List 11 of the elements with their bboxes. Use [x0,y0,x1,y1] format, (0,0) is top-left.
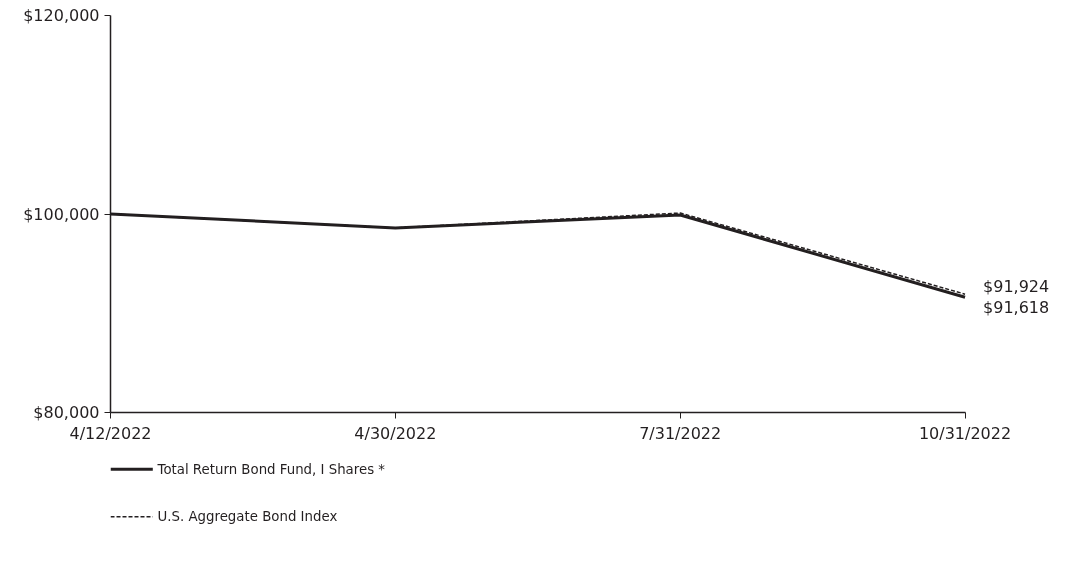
y-tick-label: $120,000 [23,6,100,25]
y-tick-label: $100,000 [23,204,100,224]
x-tick-label: 4/30/2022 [354,423,437,443]
x-tick-label: 10/31/2022 [918,423,1012,443]
legend-label: Total Return Bond Fund, I Shares * [156,461,386,477]
legend-label: U.S. Aggregate Bond Index [157,509,338,525]
x-tick-label: 7/31/2022 [639,423,722,443]
annotation: $91,924 [983,276,1050,296]
annotation: $91,618 [983,297,1050,317]
y-tick-label: $80,000 [33,403,100,422]
x-tick-label: 4/12/2022 [69,423,152,443]
